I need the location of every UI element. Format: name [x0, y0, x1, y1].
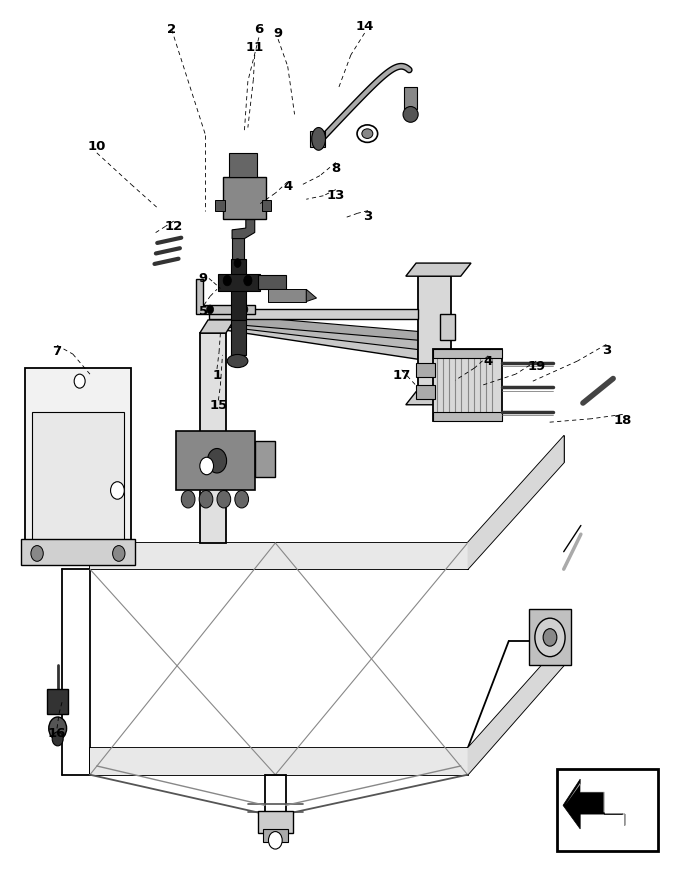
Text: 13: 13 [327, 189, 345, 202]
Ellipse shape [357, 125, 378, 143]
Circle shape [52, 731, 63, 745]
Text: 1: 1 [213, 369, 222, 382]
Text: 17: 17 [393, 370, 411, 383]
Ellipse shape [227, 355, 248, 368]
Polygon shape [219, 315, 427, 350]
Circle shape [111, 482, 125, 499]
Polygon shape [406, 263, 471, 276]
Circle shape [543, 629, 557, 646]
Bar [258, 275, 286, 289]
Bar [32, 412, 125, 543]
Polygon shape [468, 436, 563, 569]
Bar [228, 153, 257, 177]
Bar [433, 349, 502, 420]
Text: 3: 3 [602, 344, 611, 357]
Bar [529, 609, 570, 666]
Polygon shape [215, 315, 418, 359]
Bar [232, 237, 244, 258]
Bar [268, 289, 306, 301]
Text: 6: 6 [255, 23, 264, 36]
Circle shape [49, 717, 67, 739]
Bar [218, 273, 259, 291]
Text: 7: 7 [52, 345, 61, 358]
Text: 4: 4 [484, 356, 493, 369]
Text: 8: 8 [331, 162, 341, 175]
Text: 18: 18 [614, 414, 632, 427]
Ellipse shape [403, 107, 418, 123]
Bar [416, 385, 436, 399]
Bar [433, 412, 502, 420]
Bar [418, 276, 451, 403]
Polygon shape [563, 779, 625, 829]
Ellipse shape [312, 128, 325, 151]
Circle shape [31, 546, 43, 562]
Text: 5: 5 [200, 305, 208, 318]
Polygon shape [196, 279, 255, 314]
Bar [25, 368, 131, 561]
Polygon shape [200, 320, 234, 333]
Polygon shape [222, 314, 437, 342]
Polygon shape [90, 543, 468, 569]
Text: 15: 15 [209, 399, 228, 412]
Text: 11: 11 [246, 41, 264, 54]
Circle shape [199, 491, 213, 508]
Bar [557, 768, 658, 851]
Bar [200, 333, 226, 543]
Circle shape [241, 305, 248, 314]
Bar [255, 441, 275, 477]
Polygon shape [208, 308, 418, 319]
Bar [47, 689, 68, 714]
Text: 2: 2 [167, 23, 176, 36]
Polygon shape [90, 748, 468, 774]
Text: 19: 19 [527, 360, 546, 373]
Circle shape [217, 491, 230, 508]
Text: 4: 4 [283, 180, 292, 194]
Bar [310, 131, 325, 147]
Circle shape [223, 275, 231, 286]
Polygon shape [565, 782, 625, 825]
Bar [230, 258, 246, 320]
Bar [416, 363, 436, 377]
Circle shape [181, 491, 195, 508]
Bar [215, 200, 224, 210]
Circle shape [268, 831, 282, 849]
Circle shape [234, 258, 241, 267]
Bar [230, 320, 246, 355]
Circle shape [207, 449, 226, 473]
Circle shape [74, 374, 85, 388]
Text: 10: 10 [87, 140, 106, 153]
Text: 14: 14 [356, 20, 374, 33]
Ellipse shape [362, 129, 373, 138]
Polygon shape [468, 641, 563, 774]
Bar [433, 349, 502, 357]
Text: 12: 12 [164, 220, 183, 233]
Text: 16: 16 [47, 727, 66, 740]
Polygon shape [232, 219, 255, 238]
Circle shape [235, 491, 248, 508]
Bar [405, 88, 417, 110]
Polygon shape [406, 392, 471, 405]
Circle shape [206, 305, 213, 314]
Bar [175, 431, 255, 491]
Circle shape [113, 546, 125, 562]
Circle shape [535, 618, 565, 657]
Text: 9: 9 [199, 272, 208, 286]
Bar [223, 177, 266, 219]
Bar [21, 539, 135, 565]
Bar [440, 314, 455, 340]
Bar [258, 811, 292, 833]
Text: 3: 3 [363, 210, 373, 223]
Circle shape [200, 457, 213, 475]
Bar [261, 200, 271, 210]
Circle shape [244, 275, 252, 286]
Bar [263, 829, 288, 842]
Text: 9: 9 [274, 26, 283, 39]
Polygon shape [306, 289, 316, 301]
